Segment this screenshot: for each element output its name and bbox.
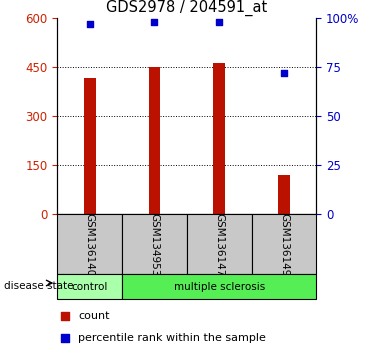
Point xyxy=(270,45,276,51)
Bar xyxy=(122,214,187,274)
Text: GSM134953: GSM134953 xyxy=(149,212,159,276)
Bar xyxy=(213,63,225,214)
Bar xyxy=(84,78,95,214)
Bar xyxy=(122,274,316,299)
Text: GSM136140: GSM136140 xyxy=(85,213,95,276)
Text: count: count xyxy=(78,311,110,321)
Text: control: control xyxy=(71,282,108,292)
Title: GDS2978 / 204591_at: GDS2978 / 204591_at xyxy=(106,0,268,16)
Point xyxy=(151,19,157,24)
Text: percentile rank within the sample: percentile rank within the sample xyxy=(78,333,266,343)
Bar xyxy=(187,214,252,274)
Bar xyxy=(149,68,160,214)
Text: GSM136147: GSM136147 xyxy=(214,212,224,276)
Point xyxy=(87,21,92,27)
Point xyxy=(270,246,276,251)
Bar xyxy=(57,214,122,274)
Bar xyxy=(252,214,316,274)
Bar xyxy=(57,274,122,299)
Text: multiple sclerosis: multiple sclerosis xyxy=(174,282,265,292)
Text: disease state: disease state xyxy=(4,281,73,291)
Text: GSM136149: GSM136149 xyxy=(279,212,289,276)
Bar xyxy=(278,175,290,214)
Point xyxy=(216,19,222,24)
Point xyxy=(281,70,287,75)
